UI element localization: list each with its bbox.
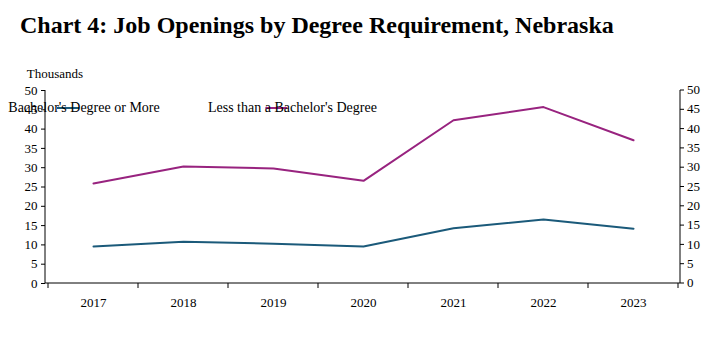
svg-text:35: 35 xyxy=(687,140,700,155)
svg-text:15: 15 xyxy=(687,217,700,232)
svg-text:20: 20 xyxy=(687,198,700,213)
svg-text:Less than a Bachelor's Degree: Less than a Bachelor's Degree xyxy=(208,100,377,115)
svg-text:2023: 2023 xyxy=(621,295,647,310)
svg-text:0: 0 xyxy=(687,275,694,290)
svg-text:2021: 2021 xyxy=(441,295,467,310)
svg-text:35: 35 xyxy=(25,141,38,156)
svg-text:Thousands: Thousands xyxy=(27,66,83,81)
svg-text:2017: 2017 xyxy=(81,295,108,310)
svg-text:15: 15 xyxy=(25,218,38,233)
svg-text:Bachelor's Degree or More: Bachelor's Degree or More xyxy=(8,100,159,115)
svg-text:40: 40 xyxy=(25,121,38,136)
svg-text:50: 50 xyxy=(25,83,38,98)
svg-text:30: 30 xyxy=(25,160,38,175)
svg-text:40: 40 xyxy=(687,121,700,136)
svg-text:30: 30 xyxy=(687,159,700,174)
html-text:Chart 4: Job Openings by Degre: Chart 4: Job Openings by Degree Requirem… xyxy=(20,12,614,38)
svg-text:25: 25 xyxy=(687,179,700,194)
svg-text:45: 45 xyxy=(687,101,700,116)
svg-text:2018: 2018 xyxy=(171,295,197,310)
svg-text:25: 25 xyxy=(25,179,38,194)
svg-text:10: 10 xyxy=(687,237,700,252)
svg-text:5: 5 xyxy=(687,256,694,271)
svg-text:0: 0 xyxy=(31,276,38,291)
svg-text:2022: 2022 xyxy=(531,295,557,310)
svg-text:50: 50 xyxy=(687,82,700,97)
svg-text:2019: 2019 xyxy=(261,295,287,310)
svg-text:20: 20 xyxy=(25,198,38,213)
svg-text:10: 10 xyxy=(25,237,38,252)
svg-text:5: 5 xyxy=(31,256,38,271)
svg-text:2020: 2020 xyxy=(351,295,377,310)
